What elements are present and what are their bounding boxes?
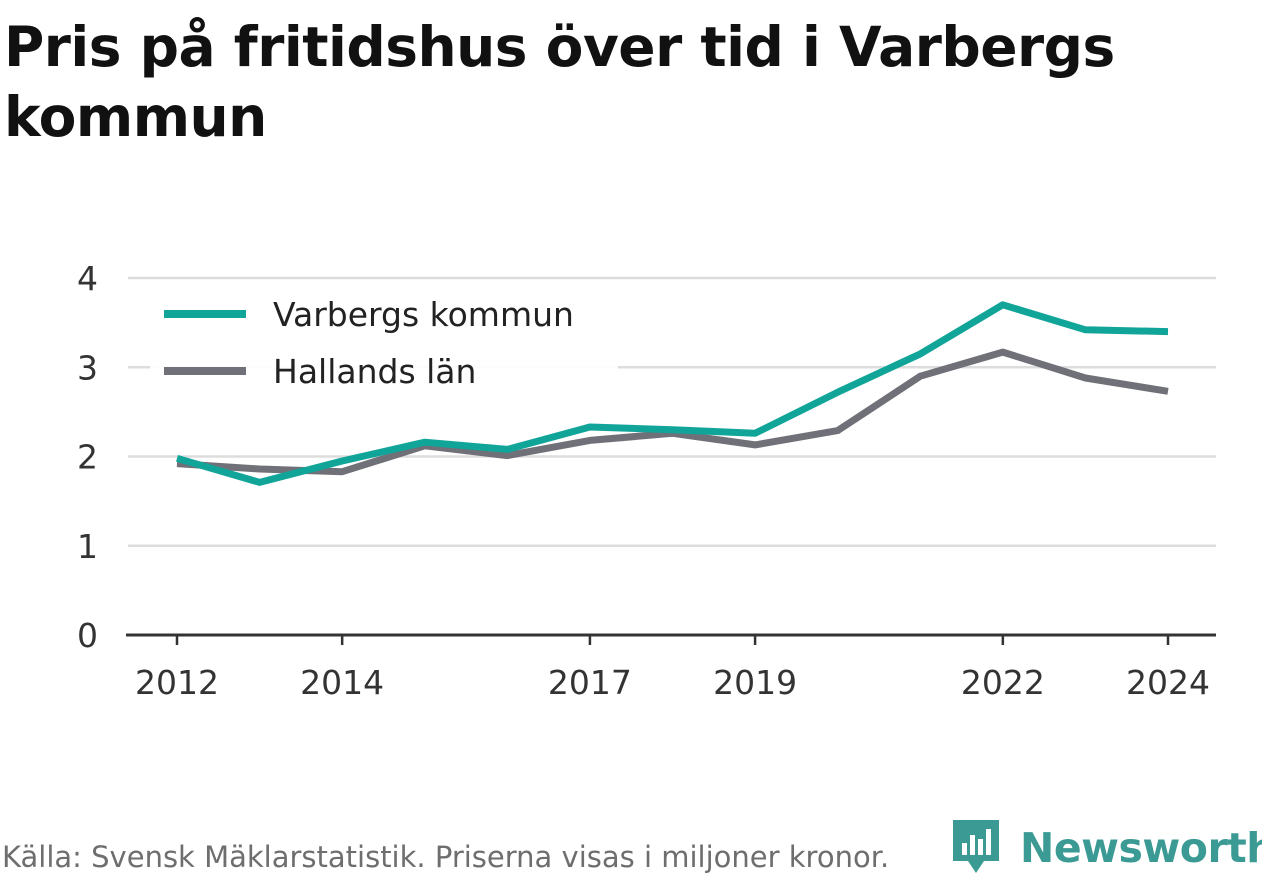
y-tick-label: 4 — [77, 259, 98, 298]
series-lines — [176, 301, 1169, 486]
x-tick-label: 2012 — [135, 663, 219, 702]
x-tick-label: 2014 — [300, 663, 384, 702]
x-tick-label: 2024 — [1126, 663, 1210, 702]
y-tick-label: 2 — [77, 438, 98, 477]
legend-background — [150, 288, 618, 400]
y-tick-label: 0 — [77, 616, 98, 655]
series-line-hallands-lan — [176, 348, 1169, 476]
x-tick-label: 2022 — [961, 663, 1045, 702]
axes: 0 1 2 3 4 2012 2014 2017 2019 2022 2024 — [77, 259, 1216, 702]
legend: Varbergs kommun Hallands län — [150, 288, 618, 400]
y-tick-label: 1 — [77, 527, 98, 566]
gridlines — [128, 276, 1216, 547]
x-tick-label: 2017 — [548, 663, 632, 702]
newsworthy-logo-icon — [953, 820, 999, 873]
legend-label: Varbergs kommun — [273, 295, 574, 334]
brand-name: Newsworthy — [1020, 824, 1262, 872]
series-line-varbergs-kommun — [176, 301, 1169, 486]
brand-logo: Newsworthy — [950, 818, 1262, 878]
x-tick-label: 2019 — [713, 663, 797, 702]
legend-label: Hallands län — [273, 352, 476, 391]
y-tick-label: 3 — [77, 348, 98, 387]
source-note: Källa: Svensk Mäklarstatistik. Priserna … — [2, 840, 890, 874]
chart-title: Pris på fritidshus över tid i Varbergs k… — [4, 15, 1115, 149]
